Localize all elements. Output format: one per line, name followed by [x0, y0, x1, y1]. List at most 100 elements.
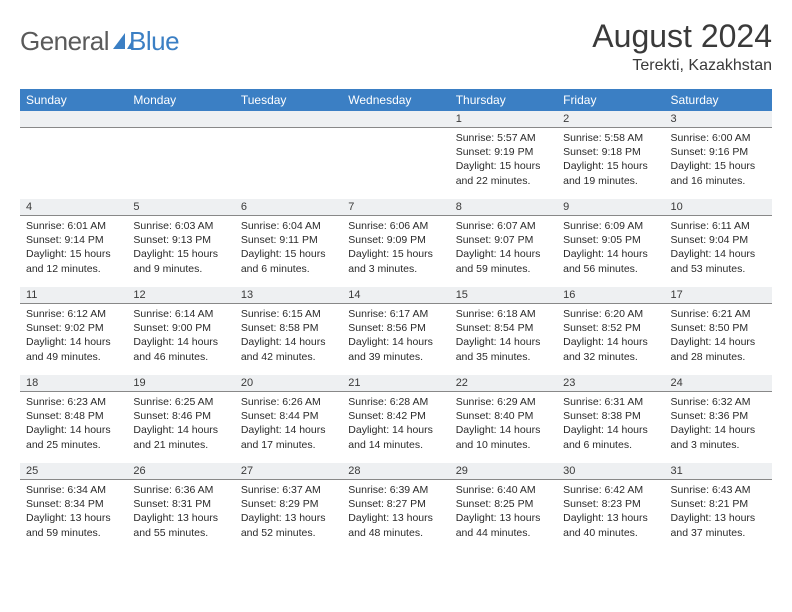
brand-blue: Blue	[129, 26, 179, 57]
daylight-line: Daylight: 14 hours and 6 minutes.	[563, 423, 658, 451]
header: General Blue August 2024 Terekti, Kazakh…	[20, 18, 772, 75]
daylight-line: Daylight: 13 hours and 48 minutes.	[348, 511, 443, 539]
empty-day	[235, 111, 342, 128]
sunrise-line: Sunrise: 6:43 AM	[671, 483, 766, 497]
sunset-line: Sunset: 9:11 PM	[241, 233, 336, 247]
day-details: Sunrise: 6:11 AMSunset: 9:04 PMDaylight:…	[665, 216, 772, 280]
calendar-cell	[342, 111, 449, 199]
day-number: 15	[450, 287, 557, 304]
day-details: Sunrise: 6:25 AMSunset: 8:46 PMDaylight:…	[127, 392, 234, 456]
sunset-line: Sunset: 8:58 PM	[241, 321, 336, 335]
sunset-line: Sunset: 8:25 PM	[456, 497, 551, 511]
day-details: Sunrise: 6:07 AMSunset: 9:07 PMDaylight:…	[450, 216, 557, 280]
calendar-cell: 27Sunrise: 6:37 AMSunset: 8:29 PMDayligh…	[235, 463, 342, 551]
daylight-line: Daylight: 14 hours and 35 minutes.	[456, 335, 551, 363]
day-number: 23	[557, 375, 664, 392]
sunrise-line: Sunrise: 5:58 AM	[563, 131, 658, 145]
sunset-line: Sunset: 8:31 PM	[133, 497, 228, 511]
sunset-line: Sunset: 8:46 PM	[133, 409, 228, 423]
day-number: 3	[665, 111, 772, 128]
sunset-line: Sunset: 8:27 PM	[348, 497, 443, 511]
month-title: August 2024	[592, 18, 772, 55]
sunset-line: Sunset: 8:44 PM	[241, 409, 336, 423]
weekday-row: SundayMondayTuesdayWednesdayThursdayFrid…	[20, 89, 772, 111]
sunset-line: Sunset: 9:02 PM	[26, 321, 121, 335]
sunset-line: Sunset: 8:40 PM	[456, 409, 551, 423]
day-details: Sunrise: 6:14 AMSunset: 9:00 PMDaylight:…	[127, 304, 234, 368]
calendar-cell: 5Sunrise: 6:03 AMSunset: 9:13 PMDaylight…	[127, 199, 234, 287]
day-details: Sunrise: 6:09 AMSunset: 9:05 PMDaylight:…	[557, 216, 664, 280]
sunset-line: Sunset: 8:48 PM	[26, 409, 121, 423]
weekday-header: Sunday	[20, 89, 127, 111]
day-details: Sunrise: 5:58 AMSunset: 9:18 PMDaylight:…	[557, 128, 664, 192]
daylight-line: Daylight: 15 hours and 6 minutes.	[241, 247, 336, 275]
daylight-line: Daylight: 14 hours and 14 minutes.	[348, 423, 443, 451]
day-details: Sunrise: 6:26 AMSunset: 8:44 PMDaylight:…	[235, 392, 342, 456]
sunrise-line: Sunrise: 6:32 AM	[671, 395, 766, 409]
day-number: 10	[665, 199, 772, 216]
sunset-line: Sunset: 9:19 PM	[456, 145, 551, 159]
sunrise-line: Sunrise: 6:15 AM	[241, 307, 336, 321]
daylight-line: Daylight: 14 hours and 42 minutes.	[241, 335, 336, 363]
day-number: 30	[557, 463, 664, 480]
day-details: Sunrise: 6:03 AMSunset: 9:13 PMDaylight:…	[127, 216, 234, 280]
sunset-line: Sunset: 9:14 PM	[26, 233, 121, 247]
day-number: 7	[342, 199, 449, 216]
day-details: Sunrise: 6:31 AMSunset: 8:38 PMDaylight:…	[557, 392, 664, 456]
day-number: 9	[557, 199, 664, 216]
sunrise-line: Sunrise: 5:57 AM	[456, 131, 551, 145]
sunset-line: Sunset: 8:42 PM	[348, 409, 443, 423]
daylight-line: Daylight: 15 hours and 9 minutes.	[133, 247, 228, 275]
calendar-cell: 25Sunrise: 6:34 AMSunset: 8:34 PMDayligh…	[20, 463, 127, 551]
day-number: 26	[127, 463, 234, 480]
weekday-header: Saturday	[665, 89, 772, 111]
daylight-line: Daylight: 14 hours and 10 minutes.	[456, 423, 551, 451]
day-number: 18	[20, 375, 127, 392]
calendar-cell	[20, 111, 127, 199]
daylight-line: Daylight: 14 hours and 25 minutes.	[26, 423, 121, 451]
day-number: 21	[342, 375, 449, 392]
day-details: Sunrise: 6:00 AMSunset: 9:16 PMDaylight:…	[665, 128, 772, 192]
sunrise-line: Sunrise: 6:40 AM	[456, 483, 551, 497]
calendar-cell: 18Sunrise: 6:23 AMSunset: 8:48 PMDayligh…	[20, 375, 127, 463]
brand-general: General	[20, 26, 109, 57]
sunrise-line: Sunrise: 6:00 AM	[671, 131, 766, 145]
day-number: 28	[342, 463, 449, 480]
sunrise-line: Sunrise: 6:21 AM	[671, 307, 766, 321]
empty-day	[20, 111, 127, 128]
sunrise-line: Sunrise: 6:17 AM	[348, 307, 443, 321]
sunset-line: Sunset: 8:21 PM	[671, 497, 766, 511]
day-details: Sunrise: 6:28 AMSunset: 8:42 PMDaylight:…	[342, 392, 449, 456]
daylight-line: Daylight: 14 hours and 53 minutes.	[671, 247, 766, 275]
calendar-cell: 15Sunrise: 6:18 AMSunset: 8:54 PMDayligh…	[450, 287, 557, 375]
daylight-line: Daylight: 14 hours and 56 minutes.	[563, 247, 658, 275]
sunrise-line: Sunrise: 6:26 AM	[241, 395, 336, 409]
sunset-line: Sunset: 8:56 PM	[348, 321, 443, 335]
weekday-header: Tuesday	[235, 89, 342, 111]
daylight-line: Daylight: 13 hours and 37 minutes.	[671, 511, 766, 539]
day-details: Sunrise: 6:18 AMSunset: 8:54 PMDaylight:…	[450, 304, 557, 368]
daylight-line: Daylight: 13 hours and 44 minutes.	[456, 511, 551, 539]
empty-day	[342, 111, 449, 128]
sunrise-line: Sunrise: 6:37 AM	[241, 483, 336, 497]
daylight-line: Daylight: 15 hours and 3 minutes.	[348, 247, 443, 275]
day-number: 27	[235, 463, 342, 480]
sunrise-line: Sunrise: 6:31 AM	[563, 395, 658, 409]
sunset-line: Sunset: 8:38 PM	[563, 409, 658, 423]
calendar-cell: 3Sunrise: 6:00 AMSunset: 9:16 PMDaylight…	[665, 111, 772, 199]
calendar-head: SundayMondayTuesdayWednesdayThursdayFrid…	[20, 89, 772, 111]
daylight-line: Daylight: 13 hours and 55 minutes.	[133, 511, 228, 539]
title-block: August 2024 Terekti, Kazakhstan	[592, 18, 772, 75]
day-details: Sunrise: 6:21 AMSunset: 8:50 PMDaylight:…	[665, 304, 772, 368]
weekday-header: Monday	[127, 89, 234, 111]
daylight-line: Daylight: 14 hours and 46 minutes.	[133, 335, 228, 363]
weekday-header: Friday	[557, 89, 664, 111]
calendar-cell: 6Sunrise: 6:04 AMSunset: 9:11 PMDaylight…	[235, 199, 342, 287]
day-details: Sunrise: 6:17 AMSunset: 8:56 PMDaylight:…	[342, 304, 449, 368]
sunrise-line: Sunrise: 6:42 AM	[563, 483, 658, 497]
sunset-line: Sunset: 8:36 PM	[671, 409, 766, 423]
daylight-line: Daylight: 14 hours and 32 minutes.	[563, 335, 658, 363]
daylight-line: Daylight: 15 hours and 19 minutes.	[563, 159, 658, 187]
day-details: Sunrise: 6:36 AMSunset: 8:31 PMDaylight:…	[127, 480, 234, 544]
sunset-line: Sunset: 8:29 PM	[241, 497, 336, 511]
